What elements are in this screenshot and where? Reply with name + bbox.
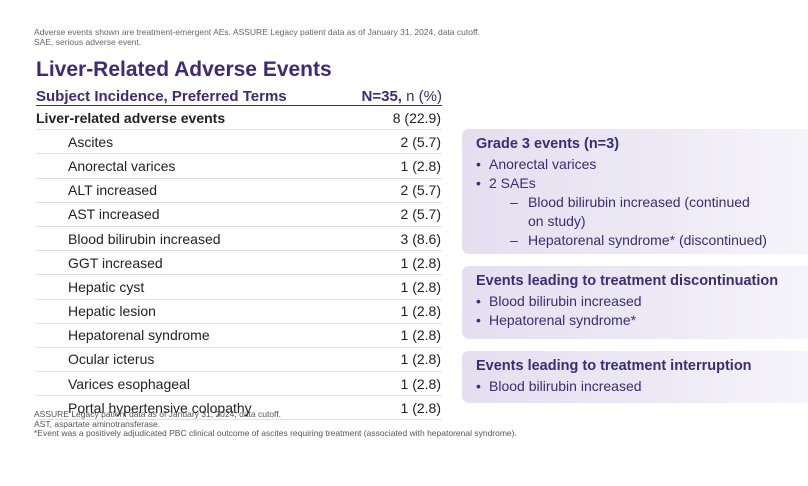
subitem-line: on study) xyxy=(528,213,586,229)
row-value: 1 (2.8) xyxy=(400,351,441,368)
page-title: Liver-Related Adverse Events xyxy=(36,58,332,81)
top-note: Adverse events shown are treatment-emerg… xyxy=(34,27,480,47)
row-value: 3 (8.6) xyxy=(400,230,441,247)
header-n-unit: n (%) xyxy=(401,88,442,105)
row-value: 1 (2.8) xyxy=(400,375,441,392)
table-row: AST increased 2 (5.7) xyxy=(36,203,442,227)
interruption-events-panel: Events leading to treatment interruption… xyxy=(462,351,808,403)
row-label: Hepatic cyst xyxy=(68,278,145,295)
table-row: GGT increased 1 (2.8) xyxy=(36,251,442,276)
table-row: Ocular icterus 1 (2.8) xyxy=(36,348,442,373)
footnotes: ASSURE Legacy patient data as of January… xyxy=(34,409,517,439)
list-item: Blood bilirubin increased xyxy=(476,292,794,311)
row-label: Blood bilirubin increased xyxy=(68,230,221,247)
row-value: 1 (2.8) xyxy=(400,157,441,174)
panel-title: Grade 3 events (n=3) xyxy=(476,136,620,152)
adverse-events-table: Subject Incidence, Preferred Terms N=35,… xyxy=(36,86,442,421)
row-label: Portal hypertensive colopathy xyxy=(68,399,252,416)
list-subitem: Blood bilirubin increased (continued on s… xyxy=(476,193,794,231)
row-label: Liver-related adverse events xyxy=(36,109,226,126)
table-row: Blood bilirubin increased 3 (8.6) xyxy=(36,227,442,252)
table-row: Hepatic cyst 1 (2.8) xyxy=(36,275,442,300)
panel-list: Anorectal varices 2 SAEs Blood bilirubin… xyxy=(476,155,794,250)
row-value: 1 (2.8) xyxy=(400,254,441,271)
row-label: Hepatorenal syndrome xyxy=(68,327,210,344)
table-header: Subject Incidence, Preferred Terms N=35,… xyxy=(36,86,442,106)
list-item: 2 SAEs xyxy=(476,174,794,193)
row-value: 1 (2.8) xyxy=(400,399,441,416)
table-row-total: Liver-related adverse events 8 (22.9) xyxy=(36,106,442,131)
table-row: Hepatic lesion 1 (2.8) xyxy=(36,300,442,324)
row-value: 2 (5.7) xyxy=(400,206,441,223)
row-label: Hepatic lesion xyxy=(68,303,156,320)
panel-list: Blood bilirubin increased xyxy=(476,377,794,396)
footnote-line: ASSURE Legacy patient data as of January… xyxy=(34,409,281,419)
panel-title: Events leading to treatment interruption xyxy=(476,358,752,374)
list-item: Blood bilirubin increased xyxy=(476,377,794,396)
table-row: Ascites 2 (5.7) xyxy=(36,130,442,155)
table-row: Hepatorenal syndrome 1 (2.8) xyxy=(36,324,442,348)
row-label: AST increased xyxy=(68,206,160,223)
top-note-line: SAE, serious adverse event. xyxy=(34,37,142,47)
header-n: N=35, n (%) xyxy=(362,88,442,105)
row-value: 8 (22.9) xyxy=(392,109,441,126)
row-label: Ascites xyxy=(68,133,114,150)
row-value: 1 (2.8) xyxy=(400,303,441,320)
top-note-line: Adverse events shown are treatment-emerg… xyxy=(34,27,480,37)
grade3-events-panel: Grade 3 events (n=3) Anorectal varices 2… xyxy=(462,129,808,254)
row-value: 1 (2.8) xyxy=(400,327,441,344)
subitem-line: Blood bilirubin increased (continued xyxy=(528,194,750,210)
list-subitem: Hepatorenal syndrome* (discontinued) xyxy=(476,231,794,250)
row-value: 1 (2.8) xyxy=(400,278,441,295)
list-item: Anorectal varices xyxy=(476,155,794,174)
table-row: ALT increased 2 (5.7) xyxy=(36,179,442,203)
row-label: Anorectal varices xyxy=(68,157,176,174)
panel-title: Events leading to treatment discontinuat… xyxy=(476,273,779,289)
row-label: Varices esophageal xyxy=(68,375,190,392)
row-label: Ocular icterus xyxy=(68,351,155,368)
discontinuation-events-panel: Events leading to treatment discontinuat… xyxy=(462,266,808,339)
panel-list: Blood bilirubin increased Hepatorenal sy… xyxy=(476,292,794,330)
header-n-count: N=35, xyxy=(361,88,402,105)
row-label: GGT increased xyxy=(68,254,163,271)
table-row: Anorectal varices 1 (2.8) xyxy=(36,154,442,179)
row-label: ALT increased xyxy=(68,182,157,199)
row-value: 2 (5.7) xyxy=(400,133,441,150)
header-label: Subject Incidence, Preferred Terms xyxy=(36,88,287,105)
row-value: 2 (5.7) xyxy=(400,182,441,199)
table-row: Portal hypertensive colopathy 1 (2.8) xyxy=(36,396,442,421)
list-item: Hepatorenal syndrome* xyxy=(476,311,794,330)
footnote-line: *Event was a positively adjudicated PBC … xyxy=(34,428,517,438)
footnote-line: AST, aspartate aminotransferase. xyxy=(34,418,161,429)
table-row: Varices esophageal 1 (2.8) xyxy=(36,372,442,397)
